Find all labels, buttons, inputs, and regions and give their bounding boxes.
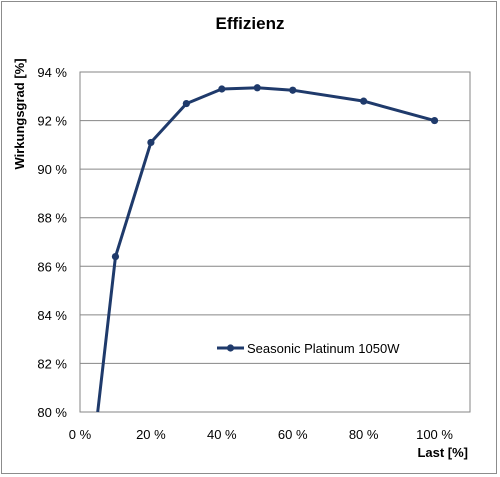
x-tick-label: 80 % [349,427,379,442]
y-tick-label: 90 % [37,162,67,177]
data-point [360,97,368,105]
y-tick-label: 84 % [37,308,67,323]
x-axis-label: Last [%] [417,445,468,460]
legend-marker [226,344,235,352]
data-point [218,85,226,93]
data-point [111,252,120,261]
y-tick-label: 88 % [37,211,67,226]
y-tick-label: 92 % [37,114,67,129]
legend: Seasonic Platinum 1050W [217,341,400,356]
y-tick-label: 80 % [37,405,67,420]
y-tick-label: 82 % [37,356,67,371]
data-point [147,138,155,147]
data-point [182,99,190,108]
y-tick-label: 94 % [37,65,67,80]
y-axis-label: Wirkungsgrad [%] [12,58,27,169]
chart-title: Effizienz [216,14,285,33]
x-tick-label: 0 % [69,427,92,442]
x-tick-label: 100 % [416,427,453,442]
x-tick-label: 20 % [136,427,166,442]
grid-lines [80,71,470,413]
data-point [430,116,439,125]
y-tick-label: 86 % [37,259,67,274]
legend-label: Seasonic Platinum 1050W [247,341,400,356]
x-tick-label: 40 % [207,427,237,442]
data-point [253,84,261,92]
series-layer [96,84,439,413]
data-point [289,86,297,94]
plot-area [79,71,471,413]
tick-labels: 80 % 82 % 84 % 86 % 88 % 90 % 92 % 94 % 0 % 20 % 4… [37,65,453,442]
x-tick-label: 60 % [278,427,308,442]
